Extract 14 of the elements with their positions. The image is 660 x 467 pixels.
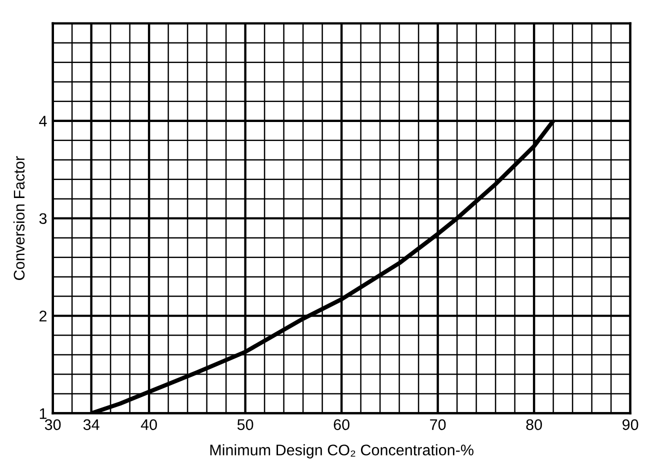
y-tick-label: 2	[40, 310, 46, 322]
y-axis-title: Conversion Factor	[13, 156, 25, 280]
y-tick-label: 4	[39, 116, 47, 126]
x-tick-label: 80	[526, 419, 542, 430]
x-tick-label: 30	[44, 419, 61, 430]
y-tick-label: 3	[39, 213, 47, 224]
y-tick-label: 1	[40, 408, 46, 419]
x-tick-label: 90	[622, 419, 638, 430]
x-tick-label: 40	[140, 419, 157, 430]
x-tick-label: 34	[83, 419, 100, 430]
x-tick-label: 60	[334, 419, 350, 430]
x-tick-label: 70	[430, 419, 446, 430]
x-tick-label: 50	[237, 419, 254, 430]
x-axis-title: Minimum Design CO₂ Concentration-%	[210, 444, 474, 458]
